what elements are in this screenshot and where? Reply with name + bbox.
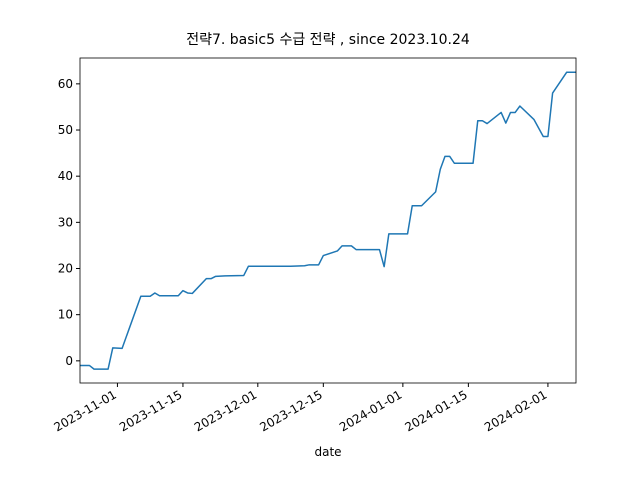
y-tick-label: 60	[58, 77, 73, 91]
y-tick-label: 30	[58, 215, 73, 229]
y-tick-label: 10	[58, 308, 73, 322]
y-tick-label: 20	[58, 262, 73, 276]
y-tick-label: 40	[58, 169, 73, 183]
y-tick-label: 0	[65, 354, 73, 368]
line	[80, 71, 576, 370]
x-axis-label: date	[314, 445, 341, 459]
chart-title: 전략7. basic5 수급 전략 , since 2023.10.24	[186, 32, 470, 48]
plot-frame	[79, 57, 577, 384]
y-tick-label: 50	[58, 123, 73, 137]
